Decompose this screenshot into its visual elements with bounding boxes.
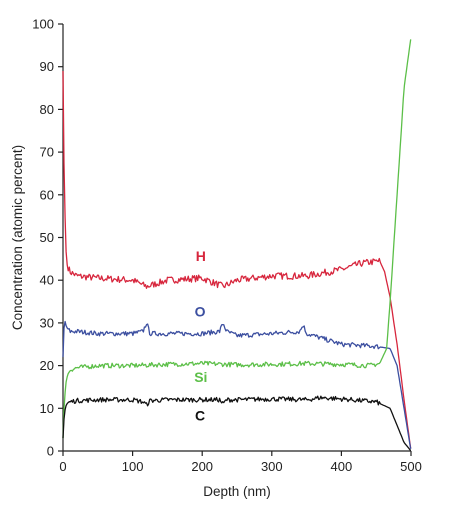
series-label-o: O <box>195 303 206 319</box>
series-line-c <box>62 395 412 452</box>
x-axis-label: Depth (nm) <box>203 484 271 499</box>
series-labels: H O Si C <box>194 248 207 423</box>
y-tick-label: 10 <box>40 401 54 416</box>
x-tick-label: 200 <box>191 459 213 474</box>
y-tick-label: 80 <box>40 102 54 117</box>
series-label-c: C <box>195 407 205 423</box>
y-tick-label: 50 <box>40 230 54 245</box>
x-tick-label: 400 <box>331 459 353 474</box>
series-label-si: Si <box>194 369 207 385</box>
x-tick-label: 300 <box>261 459 283 474</box>
y-tick-label: 30 <box>40 315 54 330</box>
y-tick-label: 0 <box>47 444 54 459</box>
series-line-h <box>62 70 412 449</box>
series-label-h: H <box>196 248 206 264</box>
y-tick-label: 70 <box>40 145 54 160</box>
y-ticks: 0 10 20 30 40 50 60 70 80 90 100 <box>32 17 63 459</box>
x-tick-label: 0 <box>59 459 66 474</box>
y-tick-label: 20 <box>40 358 54 373</box>
y-tick-label: 40 <box>40 273 54 288</box>
x-tick-label: 500 <box>400 459 422 474</box>
x-tick-label: 100 <box>122 459 144 474</box>
y-tick-label: 60 <box>40 187 54 202</box>
series-lines <box>62 39 412 452</box>
series-line-si <box>62 39 412 439</box>
plot-frame <box>62 24 411 452</box>
x-ticks: 0 100 200 300 400 500 <box>59 451 422 474</box>
series-line-o <box>62 320 412 450</box>
y-tick-label: 90 <box>40 59 54 74</box>
y-tick-label: 100 <box>32 17 54 32</box>
y-axis-label: Concentration (atomic percent) <box>10 145 25 330</box>
